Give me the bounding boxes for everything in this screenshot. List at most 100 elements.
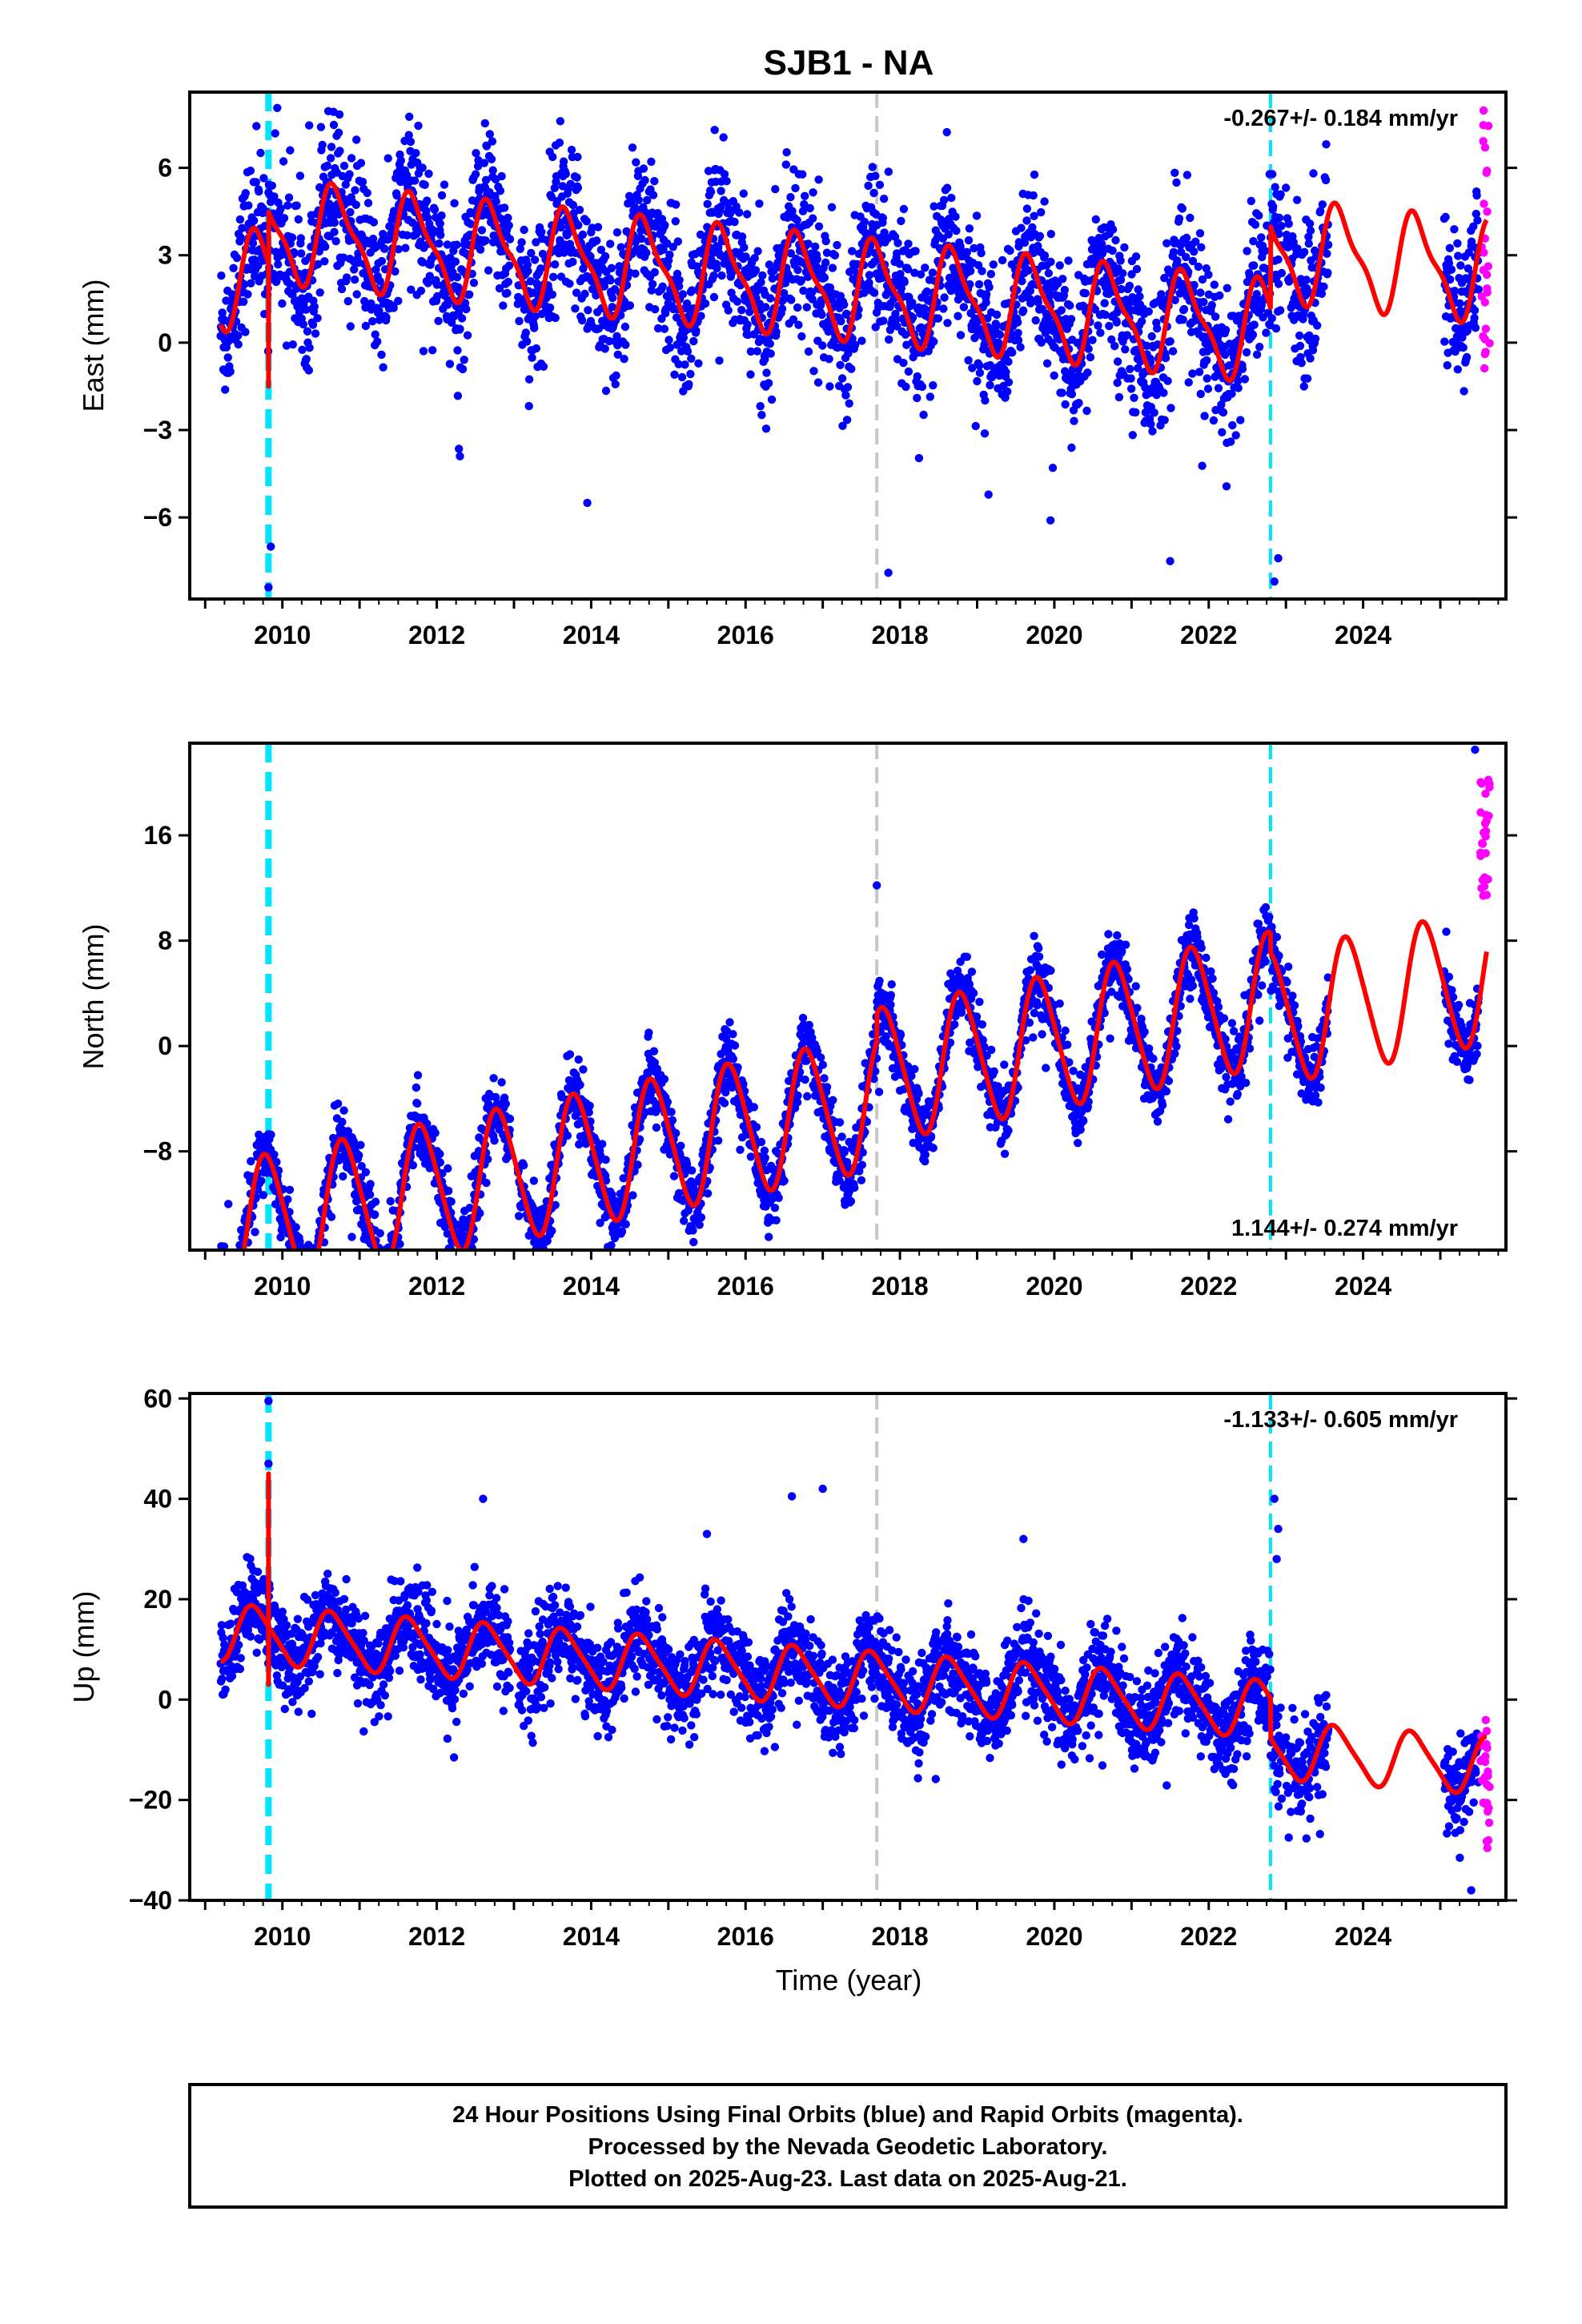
north-final-point <box>677 1141 685 1151</box>
east-final-point <box>1126 364 1134 373</box>
east-final-point <box>1094 321 1102 330</box>
east-final-point <box>572 173 581 182</box>
north-final-point <box>574 1055 583 1064</box>
east-final-point <box>524 267 532 275</box>
east-final-point <box>1313 321 1322 330</box>
east-final-point <box>717 187 725 195</box>
east-final-point <box>801 191 809 200</box>
east-final-point <box>767 395 777 404</box>
east-final-point <box>1276 306 1285 315</box>
east-final-point <box>337 284 347 294</box>
east-final-point <box>480 119 489 128</box>
east-final-point <box>1194 262 1203 271</box>
east-final-point <box>761 424 771 433</box>
east-final-point <box>327 143 336 151</box>
east-final-point <box>1243 247 1251 255</box>
east-final-point <box>757 278 765 287</box>
east-final-point <box>1174 214 1184 223</box>
east-final-point <box>631 269 640 278</box>
east-rapid-point <box>1479 106 1488 115</box>
north-final-point <box>628 1191 637 1200</box>
east-final-point <box>1215 291 1224 300</box>
east-final-point <box>1018 306 1028 315</box>
east-final-point <box>1178 204 1187 213</box>
east-final-point <box>809 188 817 197</box>
east-final-point <box>467 209 476 218</box>
east-final-point <box>901 382 910 392</box>
east-final-point <box>717 203 725 211</box>
north-final-point <box>697 1213 706 1222</box>
east-final-point <box>1247 196 1256 206</box>
east-final-point <box>722 177 731 186</box>
east-final-point <box>817 310 826 320</box>
east-final-point <box>545 304 555 312</box>
east-final-point <box>1260 246 1270 255</box>
north-final-point <box>714 1136 723 1145</box>
east-final-point <box>523 260 532 269</box>
east-final-point <box>1319 282 1328 292</box>
east-final-point <box>765 260 774 269</box>
east-final-point <box>733 297 742 306</box>
east-final-point <box>351 186 359 195</box>
north-final-point <box>822 1083 832 1092</box>
east-final-point <box>347 154 356 163</box>
east-final-point <box>845 399 853 408</box>
east-final-point <box>273 103 282 112</box>
east-final-point <box>1135 292 1144 301</box>
east-final-point <box>571 304 580 313</box>
east-final-point <box>323 161 331 171</box>
east-final-point <box>500 203 509 212</box>
east-final-point <box>780 288 789 298</box>
east-final-point <box>777 304 787 313</box>
east-final-point <box>453 392 463 400</box>
east-final-point <box>246 167 255 175</box>
east-x-tick-label: 2016 <box>717 621 774 649</box>
north-final-point <box>412 1083 421 1092</box>
east-final-point <box>1161 353 1170 363</box>
east-final-point <box>821 258 830 267</box>
east-final-point <box>995 330 1005 340</box>
east-x-tick-label: 2012 <box>408 621 465 649</box>
east-final-point <box>1058 275 1067 283</box>
east-final-point <box>737 306 746 315</box>
east-final-point <box>913 393 921 403</box>
east-final-point <box>287 233 297 242</box>
east-rapid-point <box>1483 207 1492 216</box>
east-final-point <box>606 275 615 285</box>
east-final-point <box>1067 443 1076 452</box>
east-final-point <box>757 411 766 420</box>
east-final-point <box>284 193 294 202</box>
east-final-point <box>480 159 489 167</box>
north-final-point <box>408 1160 418 1170</box>
east-final-point <box>913 372 922 381</box>
north-final-point <box>617 1227 627 1236</box>
east-final-point <box>360 296 369 306</box>
east-final-point <box>755 199 764 208</box>
east-final-point <box>1198 461 1207 470</box>
east-final-point <box>1209 416 1219 425</box>
east-final-point <box>962 247 972 257</box>
east-final-point <box>251 178 260 187</box>
east-final-point <box>471 170 480 179</box>
east-final-point <box>648 279 657 288</box>
east-outlier-point <box>1046 516 1055 525</box>
east-final-point <box>346 322 355 331</box>
north-final-point <box>803 1092 812 1101</box>
east-final-point <box>940 195 949 204</box>
north-panel: 2010 2012 2014 2016 2018 2020 2022 2024−80816No… <box>77 742 1517 1301</box>
east-final-point <box>1182 171 1192 179</box>
east-final-point <box>1113 378 1122 388</box>
east-final-point <box>419 347 428 356</box>
east-final-point <box>315 288 324 297</box>
north-final-point <box>413 1099 422 1108</box>
east-final-point <box>1186 213 1195 223</box>
north-final-point <box>680 1216 689 1225</box>
east-final-point <box>472 149 480 158</box>
east-final-point <box>737 232 747 241</box>
east-rapid-point <box>1479 137 1488 146</box>
east-final-point <box>256 148 265 158</box>
east-final-point <box>688 286 697 295</box>
east-final-point <box>827 203 837 211</box>
east-final-point <box>217 271 226 280</box>
east-final-point <box>766 294 775 303</box>
